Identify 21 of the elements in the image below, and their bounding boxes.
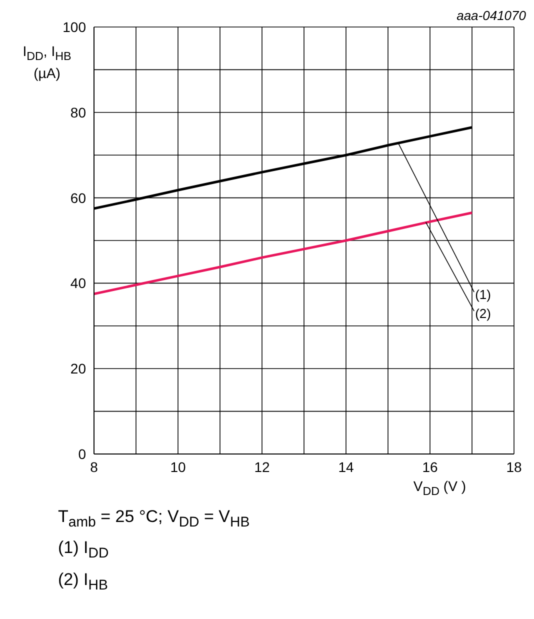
annotation: (1)	[475, 287, 491, 302]
x-tick-label: 10	[170, 458, 186, 475]
y-axis-title: I$_{DD}$, I$_{HB}$ (µA)	[22, 43, 72, 81]
x-tick-label: 18	[506, 458, 522, 475]
x-tick-label: 14	[338, 458, 354, 475]
y-tick-label: 100	[62, 18, 86, 35]
x-tick-label: 12	[254, 458, 270, 475]
y-tick-label: 40	[70, 275, 86, 292]
y-tick-label: 20	[70, 360, 86, 377]
y-tick-label: 80	[70, 104, 86, 120]
text: (1) I$_{DD}$	[58, 537, 110, 564]
y-tick-label: 0	[78, 446, 86, 462]
annotation: (2)	[475, 306, 491, 322]
text: T$_{amb}$ = 25 °C; V$_{DD}$ = V$_{HB}$	[58, 506, 251, 532]
text: (2) I$_{HB}$	[58, 568, 109, 596]
y-tick-label: 60	[70, 190, 86, 206]
x-tick-label: 8	[90, 458, 98, 475]
line-series	[94, 211, 474, 296]
x-tick-label: 16	[422, 458, 438, 475]
text: aaa-041070	[456, 8, 526, 23]
x-axis-title: V$_{DD}$ (V )	[413, 478, 466, 498]
